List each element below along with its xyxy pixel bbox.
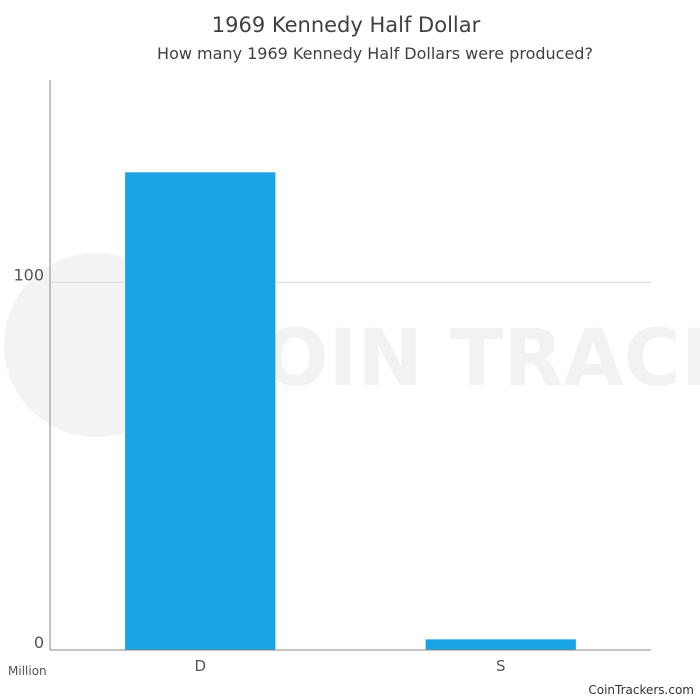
bars [125, 172, 576, 650]
watermark-text: COIN TRACKERS [205, 314, 700, 404]
y-tick-label: 0 [34, 633, 44, 652]
bar-d [125, 172, 276, 650]
x-tick-label: D [194, 657, 206, 675]
y-tick-label: 100 [13, 265, 44, 284]
bar-s [425, 639, 576, 650]
x-tick-label: S [496, 657, 506, 675]
watermark: COIN TRACKERS [4, 253, 700, 437]
y-tick-labels: 0 100 [13, 265, 44, 652]
y-axis-unit-label: Million [8, 664, 47, 678]
chart-subtitle: How many 1969 Kennedy Half Dollars were … [157, 44, 593, 63]
chart-title: 1969 Kennedy Half Dollar [212, 13, 481, 37]
source-credit: CoinTrackers.com [588, 683, 694, 697]
